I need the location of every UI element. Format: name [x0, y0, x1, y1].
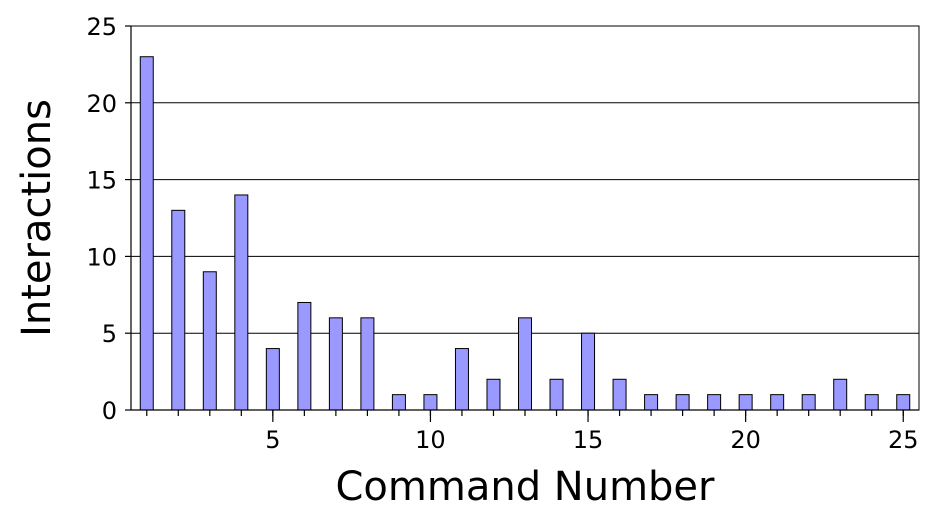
bar — [360, 317, 375, 411]
y-tick-label: 0 — [102, 397, 117, 425]
x-tick-label: 10 — [415, 426, 446, 454]
y-tick-label: 5 — [102, 320, 117, 348]
bar — [707, 394, 722, 411]
bar — [738, 394, 753, 411]
bar — [612, 378, 627, 411]
bar — [833, 378, 848, 411]
y-tick-label: 20 — [86, 90, 117, 118]
x-tick-label: 25 — [888, 426, 919, 454]
x-tick-label: 20 — [730, 426, 761, 454]
y-tick-label: 10 — [86, 243, 117, 271]
y-tick-label: 15 — [86, 167, 117, 195]
bar — [864, 394, 879, 411]
bar — [644, 394, 659, 411]
bar — [770, 394, 785, 411]
bar — [297, 301, 312, 411]
bar — [486, 378, 501, 411]
x-tick-label: 15 — [573, 426, 604, 454]
bar — [896, 394, 911, 411]
bar — [454, 348, 469, 411]
bar — [139, 56, 154, 411]
bar — [265, 348, 280, 411]
bar — [202, 271, 217, 411]
bar — [518, 317, 532, 411]
bar — [423, 394, 438, 411]
bar — [328, 317, 343, 411]
x-axis-title: Command Number — [336, 464, 716, 510]
y-tick-label: 25 — [86, 13, 117, 41]
bar — [581, 332, 596, 411]
bar — [675, 394, 690, 411]
bar — [549, 378, 564, 411]
x-tick-label: 5 — [265, 426, 280, 454]
bar — [391, 394, 406, 411]
bar — [801, 394, 816, 411]
bar — [234, 194, 249, 411]
bar — [171, 209, 186, 411]
y-axis-title: Interactions — [14, 99, 60, 337]
